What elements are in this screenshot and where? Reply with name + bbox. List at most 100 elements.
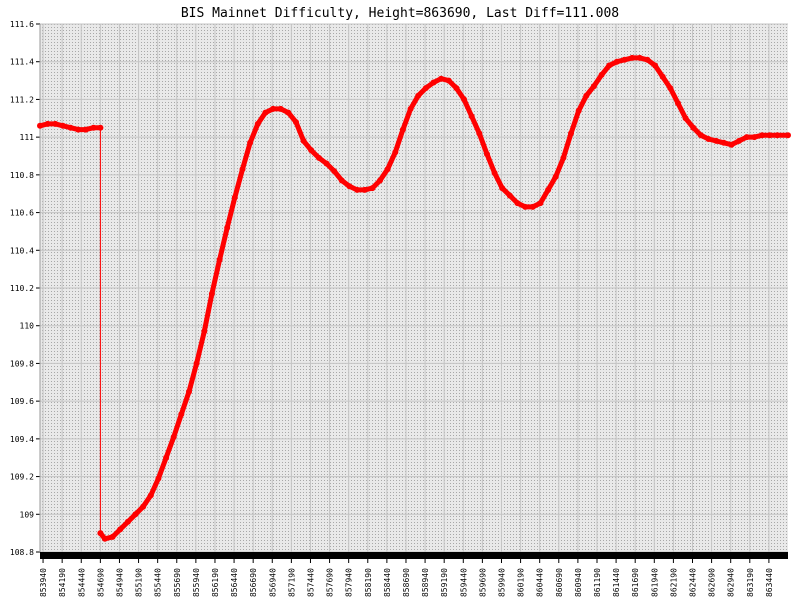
data-point [101, 535, 108, 542]
series-line-segment [400, 106, 414, 133]
data-point [629, 54, 636, 61]
x-tick-label: 856940 [268, 568, 277, 597]
x-tick-label: 857440 [306, 568, 315, 597]
data-point [117, 526, 124, 533]
data-point [713, 137, 720, 144]
x-tick-label: 860690 [555, 568, 564, 597]
x-tick-label: 857690 [326, 568, 335, 597]
data-point [407, 105, 414, 112]
data-point [659, 73, 666, 80]
data-point [155, 475, 162, 482]
x-tick-label: 855190 [135, 568, 144, 597]
data-point [308, 147, 315, 154]
series-line-segment [560, 130, 574, 161]
x-tick-label: 863440 [765, 568, 774, 597]
data-point [522, 203, 529, 210]
x-tick-label: 854940 [115, 568, 124, 597]
series-line-segment [171, 411, 184, 440]
data-point [445, 77, 452, 84]
series-line-segment [201, 291, 215, 334]
y-tick-label: 109.6 [10, 397, 34, 406]
x-axis-ticks: 853940 854190 854440 854690 854940 855190 8554… [39, 559, 774, 597]
x-tick-label: 856690 [249, 568, 258, 597]
y-tick-label: 108.8 [10, 548, 34, 557]
x-tick-label: 855440 [154, 568, 163, 597]
x-tick-label: 863190 [746, 568, 755, 597]
series-line-segment [469, 113, 482, 136]
x-tick-label: 856190 [211, 568, 220, 597]
data-point [208, 290, 215, 297]
data-point [254, 120, 261, 127]
x-tick-label: 862190 [669, 568, 678, 597]
data-point [453, 85, 460, 92]
series-line-segment [178, 389, 192, 417]
data-point [270, 105, 276, 112]
data-point [682, 115, 689, 122]
data-point [354, 186, 361, 193]
data-point [751, 134, 758, 141]
data-point [44, 120, 51, 127]
data-point [346, 183, 353, 190]
data-point [468, 113, 475, 120]
data-point [216, 256, 223, 263]
data-point [109, 533, 116, 540]
data-point [277, 105, 284, 112]
x-tick-label: 858690 [402, 568, 411, 597]
series-line-segment [217, 225, 230, 263]
data-point [97, 124, 104, 131]
data-point [590, 83, 597, 90]
x-tick-label: 857940 [345, 568, 354, 597]
x-tick-label: 859690 [478, 568, 487, 597]
data-point [720, 139, 727, 146]
data-point [422, 85, 429, 92]
series-line-segment [385, 149, 398, 172]
data-point [331, 168, 338, 175]
data-point [613, 58, 620, 65]
data-point [97, 530, 104, 537]
series-line-segment [155, 455, 169, 481]
data-point [247, 139, 254, 146]
series-line-segment [194, 328, 207, 366]
data-point [705, 136, 712, 142]
series-line-segment [232, 166, 245, 200]
y-tick-label: 110.2 [10, 284, 34, 293]
y-tick-label: 109.2 [10, 473, 34, 482]
data-point [644, 56, 651, 63]
x-tick-label: 856440 [230, 568, 239, 597]
series-line-segment [568, 108, 582, 136]
data-point [170, 434, 177, 440]
data-point [785, 132, 791, 139]
data-point [568, 130, 574, 137]
series-line-segment [163, 434, 177, 461]
data-point [224, 224, 231, 231]
data-point [499, 185, 506, 192]
data-point [766, 132, 773, 139]
data-point [369, 185, 376, 192]
y-axis-ticks: 108.8 109 109.2 109.4 109.6 109.8 110 110.2 110.… [10, 20, 41, 557]
x-tick-label: 861440 [612, 568, 621, 597]
series-line-segment [186, 360, 200, 395]
data-point [186, 388, 192, 395]
series-line-segment [209, 257, 223, 297]
series-line-segment [148, 476, 161, 498]
data-point [484, 151, 490, 158]
series-line-segment [484, 151, 498, 176]
data-point [377, 177, 383, 184]
data-point [575, 107, 582, 114]
data-point [636, 54, 643, 61]
data-point [675, 100, 681, 107]
data-point [430, 79, 437, 86]
data-point [399, 126, 406, 133]
data-point [728, 141, 735, 148]
data-point [774, 132, 781, 139]
data-point [598, 71, 605, 78]
x-tick-label: 861190 [593, 568, 602, 597]
data-point [90, 124, 97, 131]
x-tick-label: 858940 [421, 568, 430, 597]
series-line-segment [293, 119, 307, 144]
data-point [621, 56, 628, 63]
data-point [759, 132, 765, 139]
x-tick-label: 854690 [96, 568, 105, 597]
data-point [392, 149, 399, 156]
